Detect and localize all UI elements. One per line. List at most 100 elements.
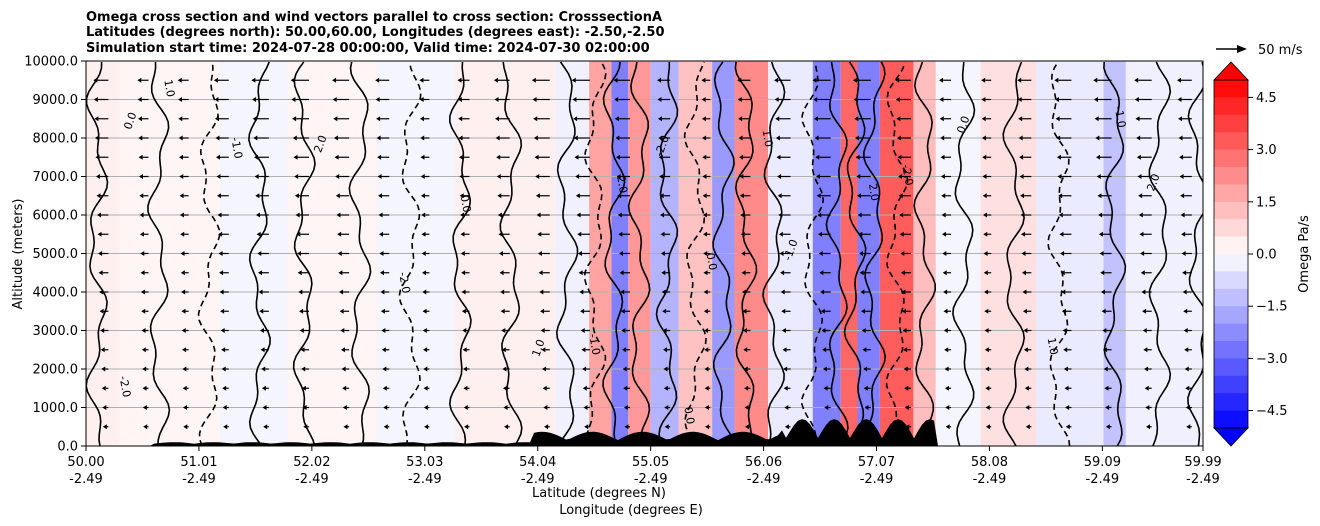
x-tick-label-lat: 59.99: [1184, 455, 1221, 470]
wind-vector-head: [1185, 405, 1190, 410]
wind-vector-head: [460, 212, 465, 218]
wind-vector-head: [100, 328, 105, 333]
contour-line: [292, 61, 316, 446]
wind-vector-head: [501, 347, 506, 353]
wind-vector-head: [381, 347, 386, 353]
wind-vector-head: [582, 366, 587, 372]
wind-vector-head: [661, 270, 666, 276]
wind-vector-head: [495, 116, 500, 122]
wind-vector-head: [740, 212, 745, 218]
wind-vector-head: [571, 77, 576, 83]
wind-vector-head: [1021, 231, 1026, 237]
wind-vector-head: [943, 328, 948, 333]
wind-vector-head: [259, 308, 264, 314]
wind-vector-head: [705, 424, 710, 430]
y-tick-label: 5000.0: [33, 247, 79, 262]
contour-line: [448, 61, 472, 446]
wind-vector-head: [219, 270, 224, 276]
wind-vector-head: [102, 405, 107, 410]
wind-vector-head: [214, 97, 219, 102]
contour-line: [913, 61, 937, 446]
wind-vector-head: [340, 328, 345, 333]
wind-vector-head: [421, 251, 426, 256]
wind-vector-head: [940, 154, 945, 160]
wind-vector-head: [1103, 366, 1108, 372]
wind-vector-head: [497, 193, 502, 199]
wind-vector-head: [575, 174, 580, 179]
contour-line: [801, 61, 825, 446]
wind-vector-head: [1136, 135, 1141, 141]
wind-vector-head: [137, 77, 142, 83]
wind-vector-head: [419, 97, 424, 102]
wind-vector-head: [253, 135, 258, 141]
wind-vector-head: [375, 97, 380, 102]
wind-vector-head: [1018, 135, 1023, 141]
colorbar-level: [1214, 149, 1248, 168]
colorbar-level: [1214, 375, 1248, 394]
wind-vector-head: [179, 174, 184, 179]
wind-vector-head: [942, 251, 947, 256]
contour-line: [147, 61, 171, 446]
contour-value-label: 2.0: [866, 182, 882, 201]
wind-vector-head: [939, 97, 944, 102]
wind-vector-head: [701, 77, 706, 83]
contour-value-label: -2.0: [117, 375, 134, 398]
x-tick-label-lat: 56.06: [745, 455, 782, 470]
wind-vector-head: [622, 366, 627, 372]
wind-vector-head: [856, 174, 861, 179]
wind-vector-head: [141, 328, 146, 333]
wind-vector-head: [378, 212, 383, 218]
wind-vector-head: [222, 385, 227, 391]
contour-value-label: 0.0: [121, 110, 139, 131]
wind-vector-head: [95, 174, 100, 179]
wind-vector-head: [179, 193, 184, 199]
wind-vector-head: [543, 405, 548, 410]
x-tick-label-lon: -2.49: [1186, 472, 1220, 487]
wind-vector-head: [982, 154, 987, 160]
wind-vector-head: [217, 212, 222, 218]
terrain: [86, 419, 1203, 446]
wind-vector-head: [1146, 424, 1151, 430]
wind-vector-head: [534, 154, 539, 160]
wind-vector-head: [1102, 328, 1107, 333]
wind-vector-head: [422, 328, 427, 333]
wind-vector-head: [376, 135, 381, 141]
wind-vector-head: [857, 212, 862, 218]
wind-vector-head: [1019, 174, 1024, 179]
x-tick-label-lat: 53.03: [406, 455, 443, 470]
wind-vector-head: [703, 289, 708, 295]
wind-vector-head: [336, 212, 341, 218]
wind-vector-head: [499, 270, 504, 276]
wind-vector-head: [423, 366, 428, 372]
wind-vector-head: [904, 405, 909, 410]
wind-vector-head: [1178, 116, 1183, 122]
wind-vector-head: [1021, 251, 1026, 256]
wind-vector-head: [983, 231, 988, 237]
wind-vector-head: [1141, 289, 1146, 295]
wind-vector-head: [815, 154, 820, 160]
wind-vector-head: [580, 328, 585, 333]
wind-vector-head: [813, 116, 818, 122]
y-axis: 0.0 1000.0 2000.0 3000.0 4000.0 5000.0 6000.0 7…: [24, 55, 86, 455]
wind-vector-head: [221, 347, 226, 353]
wind-vector-head: [703, 270, 708, 276]
colorbar-tick-label: 4.5: [1256, 91, 1277, 106]
wind-vector-head: [1065, 405, 1070, 410]
contour-line: [555, 61, 579, 446]
wind-vector-head: [661, 289, 666, 295]
wind-vector-head: [214, 116, 219, 122]
wind-vector-head: [580, 308, 585, 314]
contour-line: [863, 61, 887, 446]
wind-vector-head: [259, 328, 264, 333]
wind-vector-head: [138, 154, 143, 160]
wind-vector-head: [778, 231, 783, 237]
wind-vector-head: [779, 251, 784, 256]
wind-vector-head: [1060, 251, 1065, 256]
wind-vector-head: [540, 328, 545, 333]
wind-vector-head: [382, 366, 387, 372]
wind-vector-head: [182, 347, 187, 353]
contour-value-label: 0.0: [954, 114, 972, 135]
x-axis: 50.00 -2.49 51.01 -2.49 52.02 -2.49 53.03 -2.49…: [67, 446, 1222, 487]
wind-vectors: [93, 77, 1192, 430]
wind-vector-head: [181, 289, 186, 295]
